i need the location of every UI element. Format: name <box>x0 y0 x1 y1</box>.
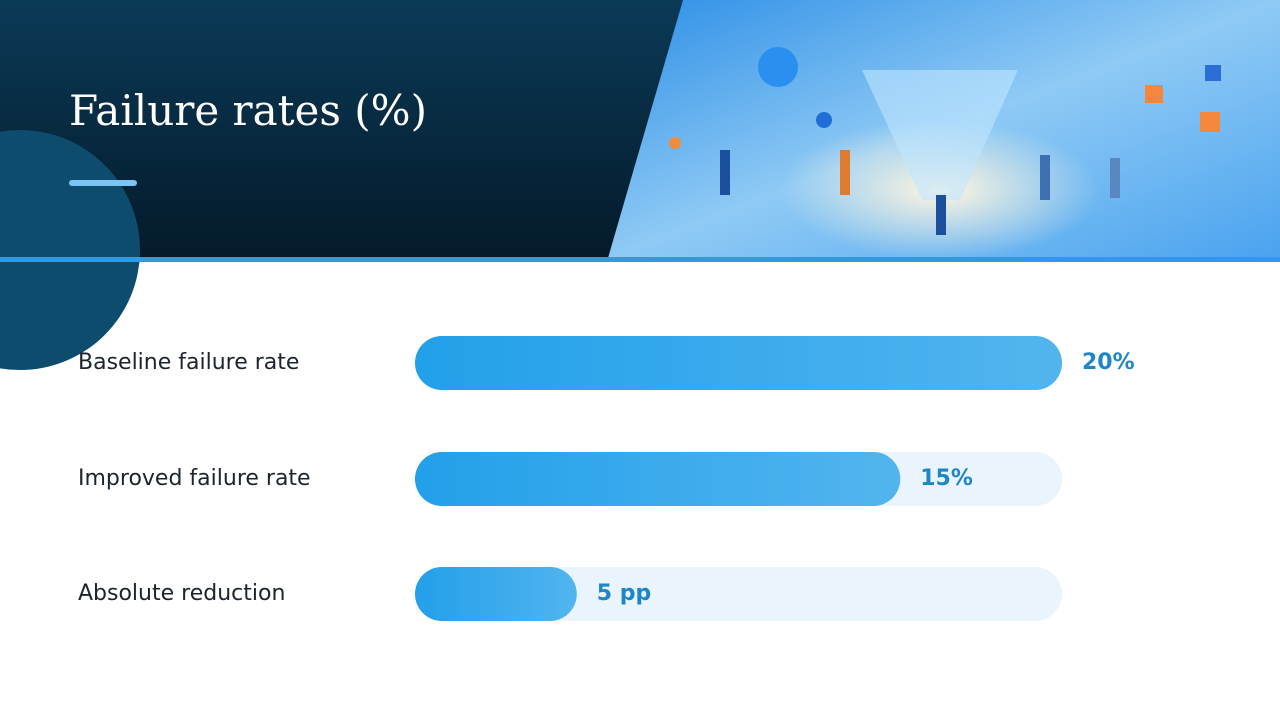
header-rule <box>0 257 1280 262</box>
image-decoration <box>669 47 1221 260</box>
category-label: Absolute reduction <box>78 581 285 606</box>
bar-sheen <box>415 567 577 621</box>
category-label: Improved failure rate <box>78 466 311 491</box>
value-label: 20% <box>1082 350 1135 375</box>
value-label: 5 pp <box>597 581 651 606</box>
chart-title: Failure rates (%) <box>69 86 427 135</box>
header-decoration <box>0 130 140 370</box>
title-accent <box>69 180 137 186</box>
bar-sheen <box>415 452 901 506</box>
value-label: 15% <box>920 466 973 491</box>
bar-sheen <box>415 336 1062 390</box>
bar-track <box>415 567 1062 621</box>
category-label: Baseline failure rate <box>78 350 299 375</box>
